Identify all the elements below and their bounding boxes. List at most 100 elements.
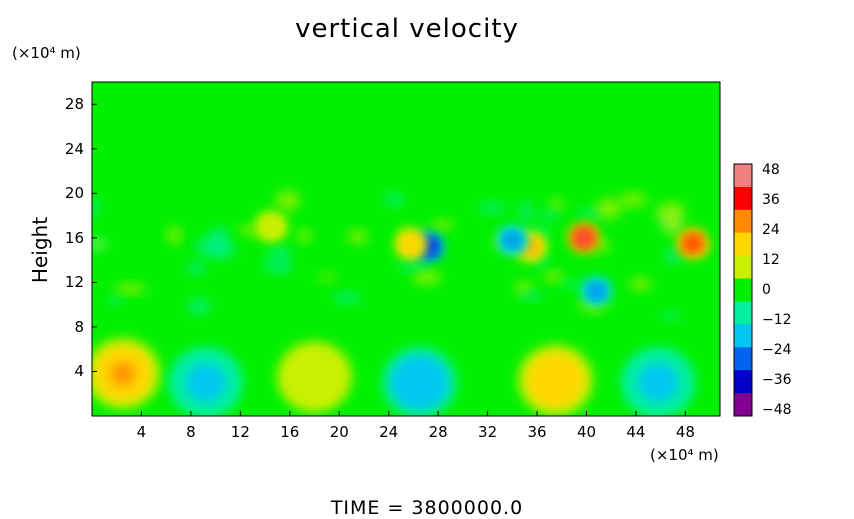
turbulence-blob [361,289,384,304]
turbulence-blob [412,270,441,285]
turbulence-blob [529,195,553,213]
turbulence-blob [92,309,102,321]
x-tick-label: 32 [478,423,498,441]
turbulence-blob [266,246,293,259]
y-tick-label: 24 [64,139,84,158]
y-tick-label: 8 [74,317,84,336]
colorbar-segment [734,186,752,211]
x-tick-label: 8 [186,423,196,441]
turbulence-blob [186,299,212,315]
velocity-cell [544,369,568,392]
heatmap-features [92,191,720,416]
turbulence-blob [114,283,147,294]
velocity-cell [303,366,327,389]
x-tick-label: 16 [280,423,300,441]
colorbar-tick-label: 48 [762,162,780,178]
turbulence-blob [660,311,681,320]
turbulence-blob [519,291,544,300]
velocity-cell [111,362,135,385]
turbulence-blob [336,204,356,220]
colorbar-tick-label: 0 [762,282,771,298]
x-tick-label: 20 [329,423,349,441]
colorbar-tick-label: −24 [762,342,792,358]
x-tick-label: 44 [626,423,646,441]
colorbar-tick-label: −12 [762,312,792,328]
y-tick-label: 28 [64,95,84,114]
colorbar-segment [734,278,752,302]
y-tick-label: 4 [74,362,84,381]
colorbar-segment [734,370,752,394]
turbulence-blob [468,284,486,295]
turbulence-blob [630,277,652,291]
velocity-cell [506,234,519,246]
turbulence-blob [396,223,424,232]
turbulence-blob [92,240,106,250]
turbulence-blob [684,216,709,229]
turbulence-blob [233,230,247,248]
turbulence-blob [108,295,123,305]
x-tick-label: 40 [576,423,597,441]
colorbar-tick-label: −48 [762,402,792,418]
velocity-cell [686,237,699,250]
turbulence-blob [297,230,312,242]
colorbar-segment [734,347,752,371]
y-tick-label: 20 [64,184,84,203]
x-tick-label: 36 [527,423,547,441]
turbulence-blob [477,294,502,304]
turbulence-blob [331,292,364,304]
turbulence-blob [476,202,507,214]
colorbar-frame [733,163,753,417]
turbulence-blob [275,191,301,210]
velocity-cell [524,241,537,253]
colorbar-tick-label: −36 [762,372,792,388]
turbulence-blob [431,220,453,231]
turbulence-blob [647,292,660,312]
time-footer: TIME = 3800000.0 [330,497,524,519]
turbulence-blob [263,258,295,274]
turbulence-blob [335,249,360,267]
y-axis-unit: (×10⁴ m) [12,44,81,62]
turbulence-blob [515,281,533,295]
turbulence-blob [194,238,225,256]
turbulence-blob [661,285,677,300]
colorbar-segment [734,164,752,188]
turbulence-blob [383,193,404,206]
turbulence-blob [186,261,206,275]
turbulence-blob [561,279,579,289]
turbulence-blob [92,199,101,217]
turbulence-blob [661,215,683,235]
plot-frame [91,81,721,417]
x-tick-label: 48 [675,423,695,441]
colorbar-segment [734,393,752,417]
turbulence-blob [526,225,541,235]
colorbar-tick-label: 24 [762,222,780,238]
turbulence-blob [347,230,368,244]
colorbar-segment [734,232,752,257]
turbulence-blob [619,193,647,207]
x-tick-label: 4 [136,423,147,441]
turbulence-blob [595,199,622,219]
x-axis-unit: (×10⁴ m) [650,446,719,464]
colorbar-tick-label: 12 [762,252,780,268]
y-tick-label: 12 [64,273,84,292]
x-tick-label: 12 [230,423,250,441]
velocity-cell [646,371,670,394]
turbulence-blob [697,254,720,275]
y-tick-label: 16 [64,228,84,247]
x-tick-label: 28 [428,423,448,441]
chart-title: vertical velocity [295,14,519,44]
turbulence-blob [594,240,610,253]
colorbar-segment [734,301,752,325]
velocity-cell [578,232,591,244]
turbulence-blob [94,217,122,237]
turbulence-blob [367,207,392,223]
velocity-cell [194,371,218,394]
velocity-cell [408,371,432,394]
colorbar-tick-label: 36 [762,192,780,208]
colorbar-segment [734,324,752,348]
velocity-cell [404,238,417,251]
turbulence-blob [656,202,686,222]
x-tick-label: 24 [379,423,399,441]
velocity-cell [590,285,603,298]
